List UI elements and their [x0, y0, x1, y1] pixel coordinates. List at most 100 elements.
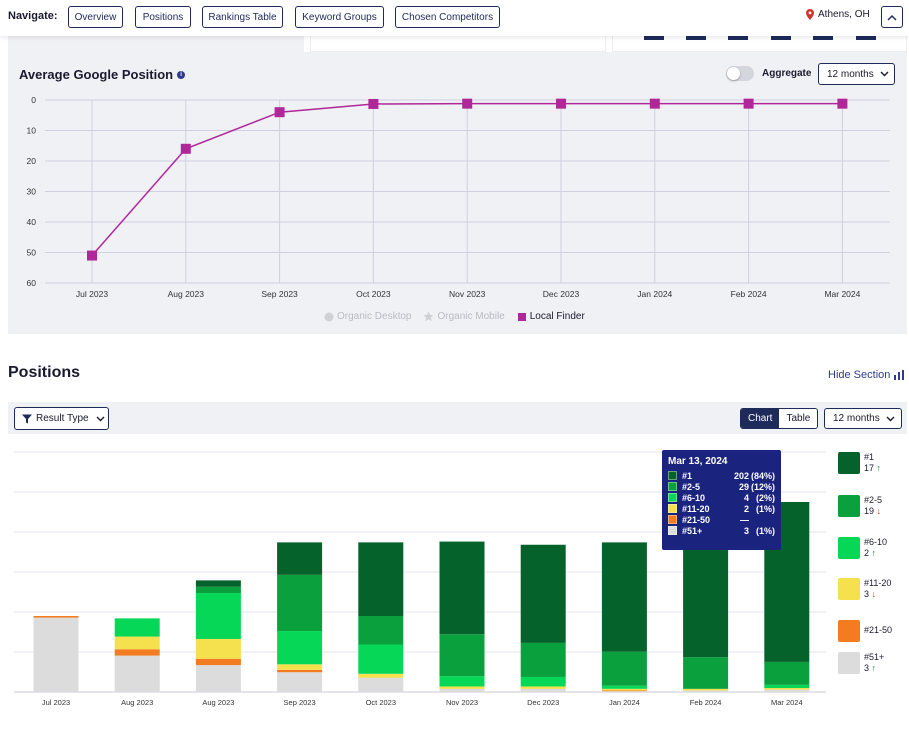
bar-segment[interactable] — [439, 541, 485, 635]
legend-count-value: 3 — [864, 589, 870, 599]
bar-segment[interactable] — [358, 677, 404, 692]
bar-segment[interactable] — [520, 676, 566, 687]
data-point[interactable] — [87, 250, 97, 261]
data-point[interactable] — [274, 107, 285, 118]
legend-label: #2-5 — [864, 495, 883, 505]
avg-period-select[interactable]: 12 months — [818, 63, 895, 85]
bar-segment[interactable] — [601, 688, 647, 691]
bar-segment[interactable] — [683, 690, 729, 692]
bar-segment[interactable] — [114, 636, 160, 650]
bar-segment[interactable] — [601, 691, 647, 692]
bar-segment[interactable] — [520, 686, 566, 689]
positions-period-select[interactable]: 12 months — [824, 408, 902, 429]
bar-segment[interactable] — [764, 688, 810, 690]
bar-segment[interactable] — [439, 676, 485, 687]
legend-item-rank-1[interactable]: #1 17 ↑ — [838, 452, 881, 474]
bar-x-tick-label: Jul 2023 — [42, 698, 70, 707]
bar-segment[interactable] — [114, 655, 160, 692]
nav-chosen-competitors-button[interactable]: Chosen Competitors — [395, 6, 500, 28]
legend-item-rank-6-10[interactable]: #6-10 2 ↑ — [838, 537, 887, 559]
bar-segment[interactable] — [277, 672, 323, 692]
tooltip-row: #11-20 2 (1%) — [668, 503, 775, 514]
bar-segment[interactable] — [358, 644, 404, 674]
bar-segment[interactable] — [277, 664, 323, 670]
bar-segment[interactable] — [683, 532, 729, 658]
data-point[interactable] — [649, 98, 660, 109]
bar-segment[interactable] — [764, 684, 810, 689]
bar-segment[interactable] — [358, 673, 404, 678]
bar-segment[interactable] — [683, 688, 729, 691]
bar-segment[interactable] — [277, 542, 323, 575]
x-tick-label: Jan 2024 — [637, 289, 672, 299]
bar-segment[interactable] — [195, 580, 241, 587]
bar-segment[interactable] — [439, 634, 485, 677]
legend-item-rank-2-5[interactable]: #2-5 19 ↓ — [838, 495, 882, 517]
nav-positions-button[interactable]: Positions — [135, 6, 191, 28]
legend-count-value: 17 — [864, 463, 875, 473]
bar-segment[interactable] — [114, 618, 160, 637]
info-icon[interactable]: i — [177, 70, 186, 79]
bar-segment[interactable] — [764, 661, 810, 685]
bar-segment[interactable] — [114, 649, 160, 656]
bar-segment[interactable] — [195, 593, 241, 639]
x-tick-label: Mar 2024 — [824, 289, 860, 299]
bar-segment[interactable] — [601, 542, 647, 652]
data-point[interactable] — [837, 98, 848, 109]
bar-segment[interactable] — [683, 657, 729, 689]
bar-segment[interactable] — [195, 638, 241, 659]
data-point[interactable] — [368, 98, 379, 109]
data-point[interactable] — [180, 143, 191, 154]
bar-segment[interactable] — [520, 688, 566, 692]
legend-text: #2-5 19 ↓ — [864, 495, 882, 517]
legend-organic-desktop[interactable]: Organic Desktop — [324, 311, 411, 322]
bar-segment[interactable] — [764, 689, 810, 692]
bar-segment[interactable] — [358, 616, 404, 645]
legend-count-value: 19 — [864, 506, 875, 516]
legend-count: 2 ↑ — [864, 548, 887, 559]
data-point[interactable] — [462, 98, 473, 109]
legend-organic-mobile[interactable]: Organic Mobile — [423, 311, 505, 322]
nav-keyword-groups-button[interactable]: Keyword Groups — [295, 6, 384, 28]
tooltip-row-count: 2 — [743, 503, 749, 514]
hide-section-button[interactable]: Hide Section — [828, 369, 905, 381]
legend-item-rank-51plus[interactable]: #51+ 3 ↑ — [838, 652, 884, 674]
bar-segment[interactable] — [439, 688, 485, 692]
x-tick-label: Dec 2023 — [543, 289, 580, 299]
bar-segment[interactable] — [439, 686, 485, 689]
average-position-panel — [8, 52, 907, 334]
data-point[interactable] — [556, 98, 566, 109]
card-remnant-1 — [8, 36, 304, 52]
bar-segment[interactable] — [358, 542, 404, 616]
tooltip-row-count: 29 — [738, 481, 749, 492]
nav-rankings-table-button[interactable]: Rankings Table — [202, 6, 283, 28]
bar-chart-icon — [894, 370, 905, 380]
legend-local-finder[interactable]: Local Finder — [517, 311, 585, 322]
bar-segment[interactable] — [33, 616, 79, 618]
bar-segment[interactable] — [33, 617, 79, 692]
bar-segment[interactable] — [601, 685, 647, 689]
bar-segment[interactable] — [277, 631, 323, 665]
chart-view-button[interactable]: Chart — [741, 409, 780, 428]
nav-overview-button[interactable]: Overview — [68, 6, 123, 28]
legend-item-rank-11-20[interactable]: #11-20 3 ↓ — [838, 578, 891, 600]
bar-segment[interactable] — [601, 651, 647, 686]
location-selector[interactable]: Athens, OH — [806, 9, 870, 20]
aggregate-toggle[interactable] — [726, 66, 754, 81]
bar-segment[interactable] — [277, 669, 323, 673]
bar-segment[interactable] — [195, 665, 241, 692]
data-point[interactable] — [743, 98, 754, 109]
bar-segment[interactable] — [277, 574, 323, 632]
bar-segment[interactable] — [195, 658, 241, 666]
bar-segment[interactable] — [195, 586, 241, 594]
tooltip-row: #51+ 3 (1%) — [668, 525, 775, 536]
aggregate-label: Aggregate — [762, 68, 812, 79]
table-view-button[interactable]: Table — [779, 409, 818, 428]
tooltip-swatch — [668, 504, 677, 513]
bar-segment[interactable] — [520, 544, 566, 643]
toggle-knob — [727, 67, 740, 80]
result-type-filter[interactable]: Result Type — [14, 407, 109, 430]
legend-item-rank-21-50[interactable]: #21-50 — [838, 620, 892, 642]
bar-segment[interactable] — [520, 642, 566, 677]
collapse-nav-button[interactable] — [881, 6, 903, 28]
bar-segment[interactable] — [601, 690, 647, 692]
